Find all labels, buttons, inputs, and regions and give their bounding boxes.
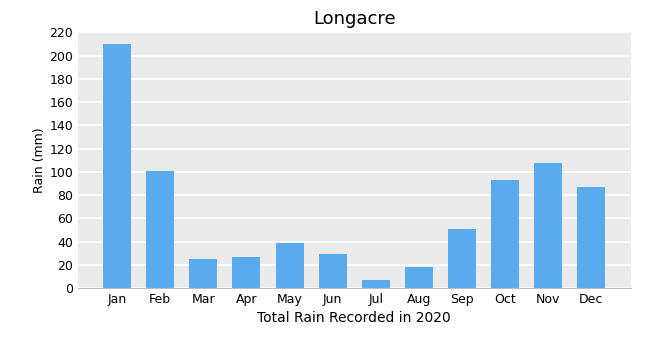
Bar — [146, 171, 174, 288]
Bar — [448, 229, 476, 288]
X-axis label: Total Rain Recorded in 2020: Total Rain Recorded in 2020 — [257, 311, 451, 325]
Title: Longacre: Longacre — [313, 10, 396, 28]
Y-axis label: Rain (mm): Rain (mm) — [34, 127, 47, 193]
Bar — [233, 257, 261, 288]
Bar — [276, 243, 304, 288]
Bar — [103, 44, 131, 288]
Bar — [534, 162, 562, 288]
Bar — [491, 180, 519, 288]
Bar — [577, 187, 605, 288]
Bar — [189, 259, 217, 288]
Bar — [405, 267, 433, 288]
Bar — [318, 254, 346, 288]
Bar — [362, 280, 390, 288]
